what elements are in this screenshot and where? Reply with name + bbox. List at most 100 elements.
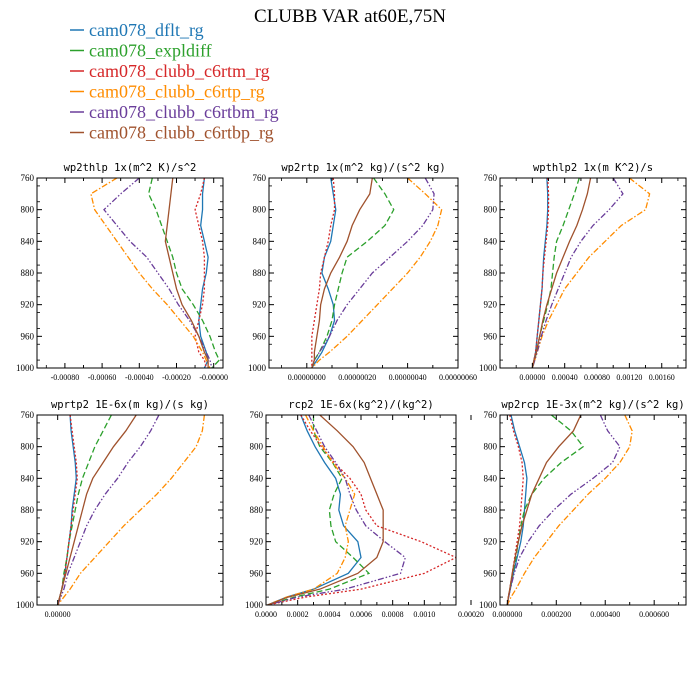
y-tick-label: 840 (484, 473, 498, 483)
y-tick-label: 880 (21, 505, 35, 515)
y-tick-label: 920 (484, 300, 498, 310)
series-line (506, 415, 524, 605)
y-tick-label: 880 (484, 505, 498, 515)
plot-frame (499, 414, 687, 606)
series-line (311, 178, 336, 368)
series-line (147, 178, 221, 368)
chart-panel: wp2rcp 1E-3x(m^2 kg)/(s^2 kg)760 800 840 88… (479, 399, 687, 619)
series-line (57, 415, 160, 605)
x-tick-label: 0.00000000 (288, 373, 326, 382)
y-tick-label: 880 (21, 268, 35, 278)
y-tick-label: 840 (250, 473, 264, 483)
legend-label: cam078_clubb_c6rtbp_rg (89, 123, 274, 143)
y-tick-label: 840 (253, 236, 267, 246)
series-line (506, 415, 633, 605)
y-tick-label: 880 (484, 268, 498, 278)
y-tick-label: 800 (484, 442, 498, 452)
panel-title: wp2rtp 1x(m^2 kg)/(s^2 kg) (281, 162, 445, 174)
y-tick-label: 920 (21, 537, 35, 547)
x-tick-label: 0.00000 (45, 610, 71, 619)
y-tick-label: 800 (484, 205, 498, 215)
series-line (311, 178, 435, 368)
series-line (531, 178, 651, 368)
y-tick-label: 1000 (16, 600, 35, 610)
y-tick-label: 760 (21, 173, 35, 183)
series-line (267, 415, 362, 605)
y-tick-label: 760 (21, 410, 35, 420)
legend-label: cam078_expldiff (89, 41, 212, 61)
y-tick-label: 760 (484, 410, 498, 420)
y-tick-label: 800 (250, 442, 264, 452)
series-line (531, 178, 592, 368)
y-tick-label: 800 (21, 205, 35, 215)
y-tick-label: 920 (253, 300, 267, 310)
legend: cam078_dflt_rgcam078_expldiffcam078_club… (70, 20, 279, 143)
series-line (103, 178, 213, 368)
panel-title: wp2thlp 1x(m^2 K)/s^2 (64, 162, 197, 174)
x-tick-label: 0.000400 (590, 610, 620, 619)
x-tick-label: 0.000600 (639, 610, 669, 619)
x-tick-label: -0.00020 (162, 373, 191, 382)
legend-label: cam078_clubb_c6rtm_rg (89, 61, 270, 81)
x-tick-label: 0.00000 (519, 373, 545, 382)
x-tick-label: 0.00040 (552, 373, 578, 382)
y-tick-label: 920 (250, 537, 264, 547)
y-tick-label: 840 (21, 236, 35, 246)
series-line (90, 178, 211, 368)
y-tick-label: 960 (250, 568, 264, 578)
series-line (164, 178, 209, 368)
y-tick-label: 1000 (248, 363, 267, 373)
x-tick-label: 0.0008 (382, 610, 404, 619)
chart-panel: wp2rtp 1x(m^2 kg)/(s^2 kg) 760 800 840 880 92… (248, 162, 477, 382)
series-line (57, 415, 206, 605)
x-tick-label: -0.00060 (88, 373, 117, 382)
x-tick-label: -0.00040 (125, 373, 154, 382)
y-tick-label: 960 (21, 331, 35, 341)
y-tick-label: 960 (253, 331, 267, 341)
series-line (531, 178, 624, 368)
panel-title: wprtp2 1E-6x(m kg)/(s kg) (51, 399, 209, 411)
x-tick-label: 0.000200 (541, 610, 571, 619)
y-tick-label: 920 (484, 537, 498, 547)
series-line (57, 415, 78, 605)
y-tick-label: 760 (484, 173, 498, 183)
y-tick-label: 960 (484, 568, 498, 578)
series-line (531, 178, 550, 368)
y-tick-label: 800 (253, 205, 267, 215)
panel-title: wp2rcp 1E-3x(m^2 kg)/(s^2 kg) (501, 399, 684, 411)
y-tick-label: 760 (250, 410, 264, 420)
y-tick-label: 1000 (16, 363, 35, 373)
series-line (531, 178, 580, 368)
legend-label: cam078_clubb_c6rtbm_rg (89, 102, 279, 122)
x-tick-label: 0.0002 (287, 610, 309, 619)
x-tick-label: 0.0000 (255, 610, 277, 619)
y-tick-label: 920 (21, 300, 35, 310)
y-tick-label: 760 (253, 173, 267, 183)
chart-panel: wprtp2 1E-6x(m kg)/(s kg) 760 800 840 880 920… (16, 399, 484, 619)
series-line (311, 178, 337, 368)
y-tick-label: 840 (484, 236, 498, 246)
series-line (506, 415, 582, 605)
x-tick-label: 0.00020 (458, 610, 484, 619)
panels: wp2thlp 1x(m^2 K)/s^2 760 800 840 880 920 960 1… (16, 162, 687, 619)
x-tick-label: 0.0004 (318, 610, 340, 619)
x-tick-label: 0.00000020 (338, 373, 376, 382)
y-tick-label: 960 (21, 568, 35, 578)
x-tick-label: 0.0006 (350, 610, 372, 619)
x-tick-label: 0.00080 (584, 373, 610, 382)
y-tick-label: 840 (21, 473, 35, 483)
y-tick-label: 880 (253, 268, 267, 278)
series-line (311, 178, 395, 368)
chart-panel: rcp2 1E-6x(kg^2)/(kg^2) 760 800 840 880 920 96… (245, 399, 457, 619)
series-line (267, 415, 384, 605)
series-line (267, 415, 371, 605)
series-line (267, 415, 407, 605)
y-tick-label: 800 (21, 442, 35, 452)
x-tick-label: -0.00000 (199, 373, 228, 382)
y-tick-label: 1000 (479, 600, 498, 610)
legend-label: cam078_clubb_c6rtp_rg (89, 82, 265, 102)
chart-panel: wp2thlp 1x(m^2 K)/s^2 760 800 840 880 920 960 1… (16, 162, 228, 382)
plot-frame (268, 177, 459, 369)
y-tick-label: 960 (484, 331, 498, 341)
